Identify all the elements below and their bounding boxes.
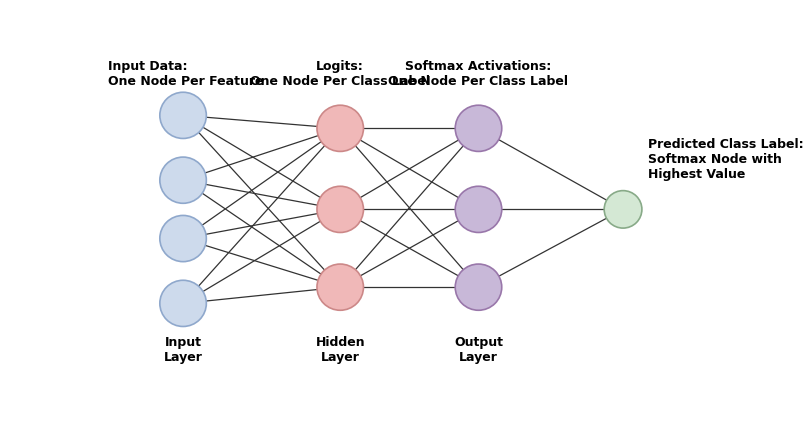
Ellipse shape [317,264,363,310]
Ellipse shape [317,105,363,152]
Text: Softmax Activations:
One Node Per Class Label: Softmax Activations: One Node Per Class … [388,60,569,88]
Ellipse shape [160,216,206,261]
Text: Input Data:
One Node Per Feature: Input Data: One Node Per Feature [108,60,263,88]
Text: Logits:
One Node Per Class Label: Logits: One Node Per Class Label [251,60,430,88]
Ellipse shape [160,92,206,139]
Ellipse shape [317,186,363,232]
Text: Input
Layer: Input Layer [164,336,203,364]
Ellipse shape [455,264,502,310]
Ellipse shape [455,105,502,152]
Ellipse shape [455,186,502,232]
Text: Predicted Class Label:
Softmax Node with
Highest Value: Predicted Class Label: Softmax Node with… [648,138,804,181]
Text: Hidden
Layer: Hidden Layer [315,336,365,364]
Ellipse shape [160,280,206,326]
Ellipse shape [160,157,206,203]
Text: Output
Layer: Output Layer [454,336,503,364]
Ellipse shape [604,191,642,228]
